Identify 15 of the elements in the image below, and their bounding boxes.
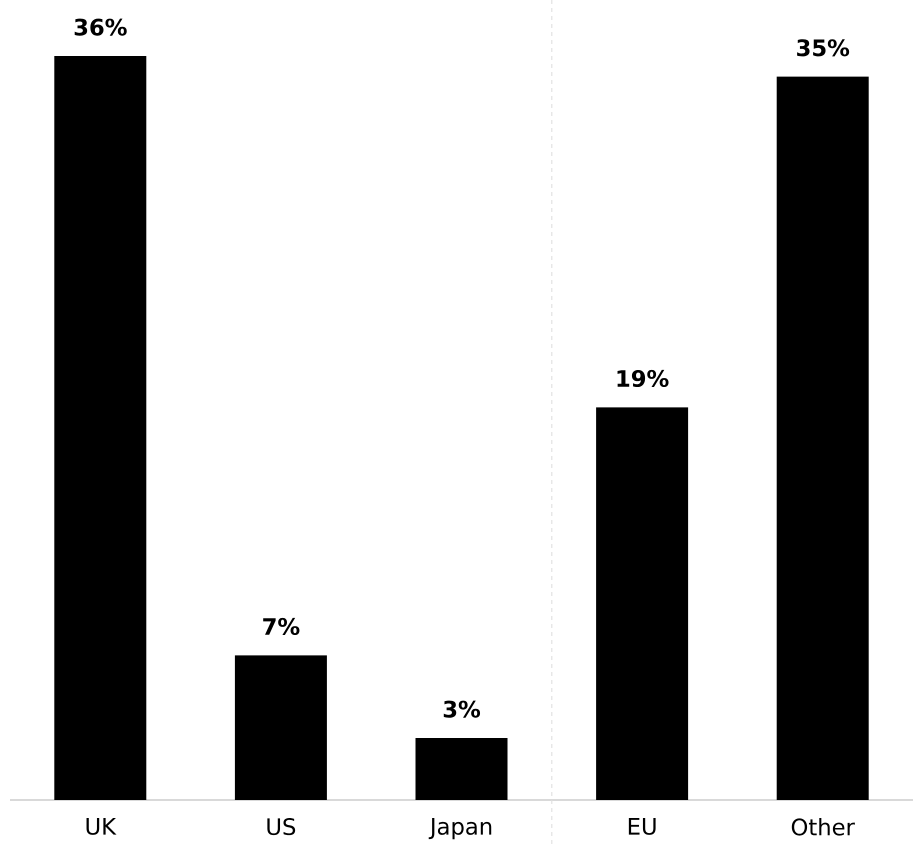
data-label: 7% xyxy=(263,618,300,636)
x-tick-label: EU xyxy=(628,818,656,835)
data-label: 35% xyxy=(797,39,850,56)
x-tick-label: UK xyxy=(86,818,117,835)
bar xyxy=(416,738,508,800)
bar xyxy=(776,76,869,800)
bar xyxy=(234,655,327,800)
data-label: 36% xyxy=(74,18,127,36)
data-label: 3% xyxy=(444,700,480,718)
bar xyxy=(596,407,688,800)
x-tick-label: Other xyxy=(792,818,855,836)
bar xyxy=(54,56,146,800)
x-tick-label: US xyxy=(267,818,296,836)
data-label: 19% xyxy=(618,370,669,388)
x-tick-label: Japan xyxy=(428,818,492,840)
